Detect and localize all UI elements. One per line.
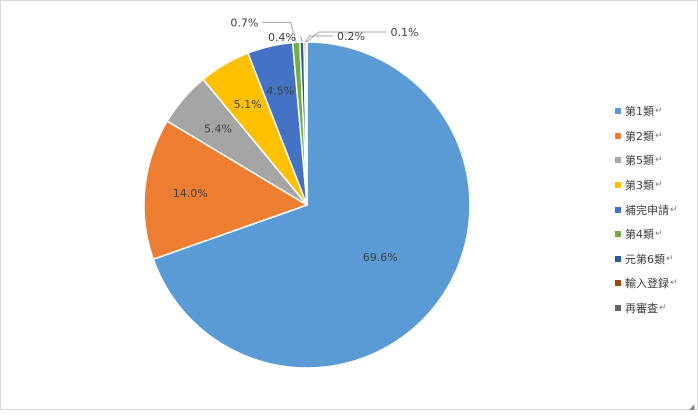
slice-data-label: 69.6%	[363, 251, 398, 264]
pie-slice	[152, 41, 471, 369]
legend-swatch	[615, 255, 621, 262]
legend-item: 第5類 ↵	[615, 148, 695, 173]
slice-data-label: 14.0%	[173, 187, 208, 200]
pie-chart: 69.6% 14.0% 5.4%5.1% 4.5% 0.7% 0.4% 0.2% 0.1%	[143, 16, 471, 369]
legend-item: 再審査 ↵	[615, 296, 695, 321]
slice-data-label: 4.5%	[266, 85, 294, 98]
leader-line	[306, 31, 387, 43]
slice-data-label: 5.1%	[234, 98, 262, 111]
legend-item: 第2類 ↵	[615, 124, 695, 149]
paragraph-mark-icon: ↵	[659, 303, 667, 314]
legend-item: 第3類 ↵	[615, 173, 695, 198]
legend-swatch	[615, 280, 621, 287]
legend-item: 第1類 ↵	[615, 99, 695, 124]
paragraph-mark-icon: ↵	[670, 278, 678, 289]
paragraph-mark-icon: ↵	[655, 229, 663, 240]
legend-item: 第4類 ↵	[615, 222, 695, 247]
data-labels: 69.6% 14.0% 5.4%5.1% 4.5% 0.7% 0.4% 0.2% 0.1%	[173, 16, 419, 263]
paragraph-mark-icon: ↵	[666, 253, 674, 264]
slice-data-label: 0.2%	[337, 30, 365, 43]
paragraph-mark-icon: ↵	[655, 130, 663, 141]
legend-item: 補完申請 ↵	[615, 197, 695, 222]
legend-swatch	[615, 305, 621, 312]
legend-swatch	[615, 157, 621, 164]
leader-lines	[262, 21, 387, 43]
legend-label: 第2類	[625, 129, 654, 143]
chart-legend: 第1類 ↵ 第2類 ↵ 第5類 ↵ 第3類 ↵ 補完申請 ↵ 第4類 ↵	[615, 99, 695, 320]
legend-label: 第1類	[625, 105, 654, 119]
slice-data-label: 5.4%	[204, 123, 232, 136]
leader-line	[304, 35, 333, 43]
legend-swatch	[615, 182, 621, 189]
paragraph-mark-icon: ↵	[655, 180, 663, 191]
legend-swatch	[615, 132, 621, 139]
legend-label: 再審査	[625, 302, 658, 316]
paragraph-mark-icon: ↵	[655, 106, 663, 117]
legend-item: 元第6類 ↵	[615, 247, 695, 272]
slice-data-label: 0.1%	[391, 26, 419, 39]
legend-item: 輸入登録 ↵	[615, 271, 695, 296]
pie-slice	[143, 120, 309, 261]
slice-data-label: 0.7%	[230, 16, 258, 29]
paragraph-mark-icon: ↵	[670, 204, 678, 215]
legend-swatch	[615, 108, 621, 115]
legend-swatch	[615, 231, 621, 238]
legend-label: 補完申請	[625, 203, 669, 217]
legend-swatch	[615, 206, 621, 213]
legend-label: 第5類	[625, 154, 654, 168]
legend-label: 輸入登録	[625, 277, 669, 291]
page-bottom-edge	[0, 410, 698, 418]
legend-label: 第4類	[625, 228, 654, 242]
slice-data-label: 0.4%	[268, 31, 296, 44]
leader-line	[299, 36, 303, 43]
pie-slices	[143, 41, 471, 369]
resize-handle-icon[interactable]: ◢	[689, 403, 695, 411]
pie-slice	[305, 41, 308, 206]
legend-label: 元第6類	[625, 252, 665, 266]
leader-line	[262, 21, 297, 43]
paragraph-mark-icon: ↵	[655, 155, 663, 166]
legend-label: 第3類	[625, 179, 654, 193]
